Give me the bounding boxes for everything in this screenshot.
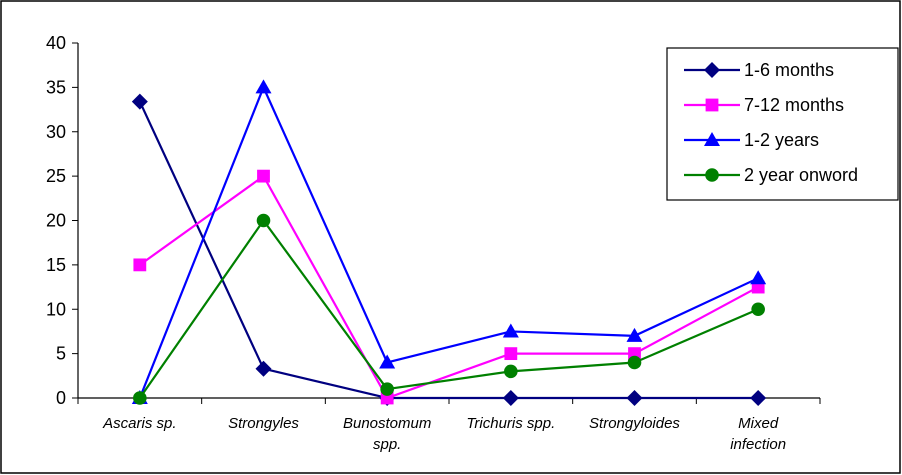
- y-tick-label: 5: [56, 344, 66, 364]
- data-point: [750, 270, 767, 285]
- legend-item: 2 year onword: [684, 165, 858, 185]
- series-line: [138, 101, 759, 400]
- data-point: [256, 213, 271, 228]
- data-point: [751, 302, 765, 317]
- y-tick-label: 0: [56, 388, 66, 408]
- series-line: [138, 84, 759, 399]
- y-tick-label: 40: [46, 33, 66, 53]
- legend-item: 1-2 years: [684, 130, 819, 150]
- data-point: [380, 382, 394, 396]
- series-group: [131, 79, 767, 406]
- data-point: [133, 391, 147, 405]
- legend-marker: [705, 168, 719, 182]
- data-point: [750, 390, 767, 406]
- x-tick-label: Strongyloides: [589, 415, 680, 432]
- series-line: [138, 218, 759, 399]
- series-1-6-months: [131, 93, 767, 406]
- data-point: [255, 360, 272, 377]
- y-tick-label: 25: [46, 166, 66, 186]
- legend-item: 7-12 months: [684, 95, 844, 115]
- data-point: [502, 390, 519, 406]
- y-tick-label: 30: [46, 122, 66, 142]
- data-point: [131, 93, 148, 110]
- data-point: [257, 169, 270, 183]
- legend-label: 2 year onword: [744, 165, 858, 185]
- legend: 1-6 months 7-12 months 1-2 years 2 year onw…: [666, 47, 899, 201]
- x-tick-label: Ascaris sp.: [102, 415, 176, 432]
- legend-marker: [704, 132, 720, 146]
- y-tick-label: 15: [46, 255, 66, 275]
- legend-item: 1-6 months: [684, 60, 834, 80]
- y-axis-ticks: 0 5 10 15 20 25 30 35 40: [46, 33, 78, 408]
- legend-marker: [704, 62, 720, 78]
- x-axis-labels: Ascaris sp. Strongyles Bunostomum spp. Trich…: [77, 398, 821, 453]
- series-2-year-onword: [133, 213, 765, 405]
- x-tick-label: Trichuris spp.: [466, 415, 555, 432]
- data-point: [626, 327, 643, 342]
- data-point: [133, 258, 147, 272]
- y-tick-label: 35: [46, 77, 66, 97]
- x-tick-label: Mixed infection: [730, 415, 786, 453]
- data-point: [502, 323, 519, 338]
- legend-label: 1-2 years: [744, 130, 819, 150]
- data-point: [627, 355, 642, 370]
- data-point: [255, 79, 272, 94]
- data-point: [626, 390, 643, 406]
- x-tick-label: Strongyles: [228, 415, 299, 432]
- y-tick-label: 20: [46, 211, 66, 231]
- data-point: [379, 354, 396, 369]
- x-tick-label: Bunostomum spp.: [343, 415, 431, 453]
- data-point: [504, 364, 518, 379]
- data-point: [504, 347, 518, 361]
- legend-label: 7-12 months: [744, 95, 844, 115]
- y-tick-label: 10: [46, 299, 66, 319]
- legend-marker: [705, 98, 719, 112]
- series-line: [139, 174, 759, 400]
- legend-label: 1-6 months: [744, 60, 834, 80]
